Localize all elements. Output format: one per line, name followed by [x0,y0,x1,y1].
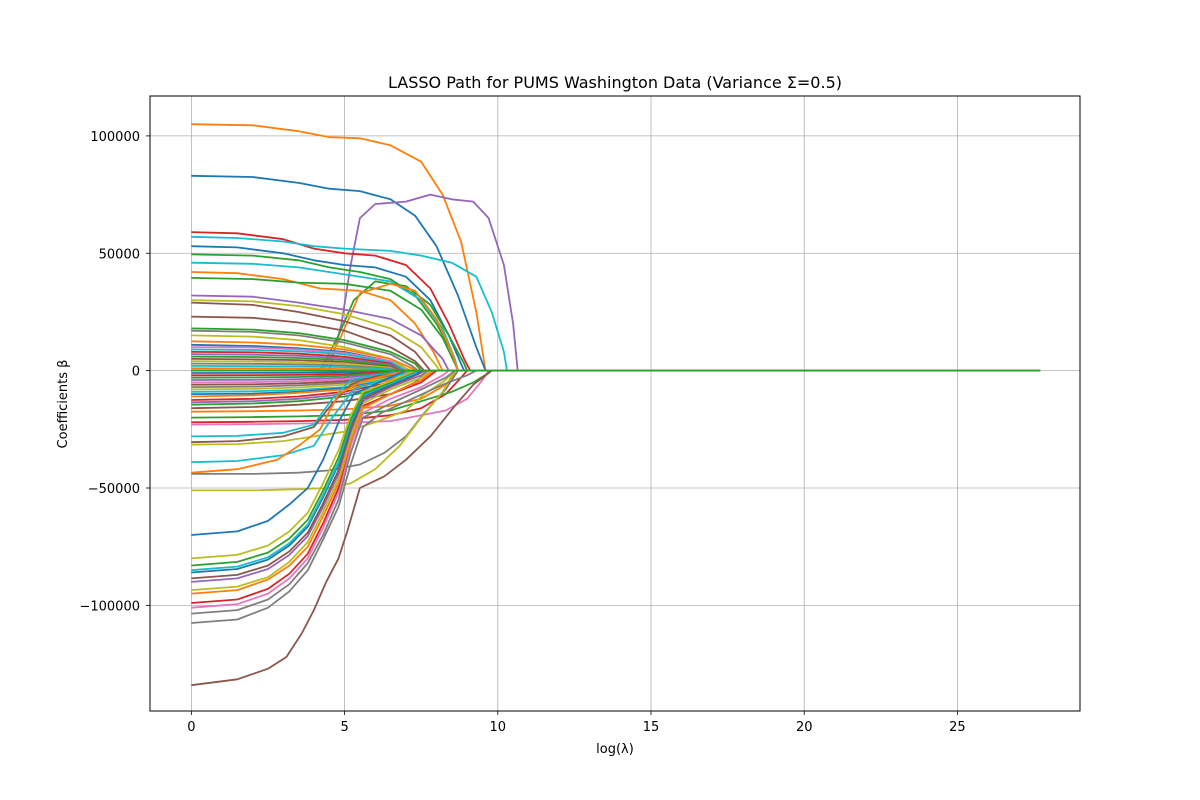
x-tick-label: 25 [949,720,966,735]
coefficient-path-14 [191,299,1041,372]
x-tick-label: 5 [340,720,348,735]
grid [150,96,1080,711]
coefficient-path-71 [191,369,1041,560]
coefficient-path-11 [191,280,1041,372]
coefficient-path-56 [191,369,1041,475]
coefficient-path-16 [191,315,1041,372]
coefficient-path-3 [191,193,1041,372]
coefficient-path-53 [191,369,1041,446]
coefficient-path-66 [191,369,1041,583]
x-tick-label: 10 [490,720,507,735]
coefficient-path-57 [191,369,1041,492]
coefficient-path-5 [191,235,1041,372]
coefficient-path-68 [191,369,1041,574]
x-tick-label: 0 [187,720,195,735]
coefficient-path-69 [191,369,1041,572]
coefficient-path-65 [191,369,1041,591]
y-tick-label: −100000 [79,599,140,614]
chart-title: LASSO Path for PUMS Washington Data (Var… [388,73,842,92]
x-tick-label: 20 [796,720,813,735]
coefficient-path-17 [191,327,1041,372]
y-tick-label: −50000 [88,482,140,497]
coefficient-path-61 [191,369,1041,615]
y-tick-label: 100000 [90,130,140,145]
axis-ticks: 0 5 10 15 20 25 100000 50000 0 −50000 −100000 [79,130,965,735]
coefficient-path-64 [191,369,1041,595]
x-axis-label: log(λ) [596,742,634,757]
coefficient-path-48 [191,369,1041,424]
y-tick-label: 50000 [99,247,140,262]
coefficient-path-59 [191,369,1041,687]
coefficient-path-6 [191,245,1041,372]
coefficient-path-60 [191,369,1041,624]
coefficient-path-4 [191,231,1041,372]
coefficient-path-9 [191,271,1041,372]
coefficient-path-2 [191,174,1041,372]
coefficient-paths [191,123,1041,687]
coefficient-path-58 [191,369,1041,536]
coefficient-path-13 [191,294,1041,372]
coefficient-path-54 [191,369,1041,464]
coefficient-path-63 [191,369,1041,604]
coefficient-path-1 [191,123,1041,372]
plot-frame [149,95,1081,712]
coefficient-path-67 [191,369,1041,580]
coefficient-path-62 [191,369,1041,609]
x-tick-label: 15 [643,720,660,735]
coefficient-path-15 [191,301,1041,372]
y-tick-label: 0 [132,365,140,380]
y-axis-label: Coefficients β [56,360,71,449]
